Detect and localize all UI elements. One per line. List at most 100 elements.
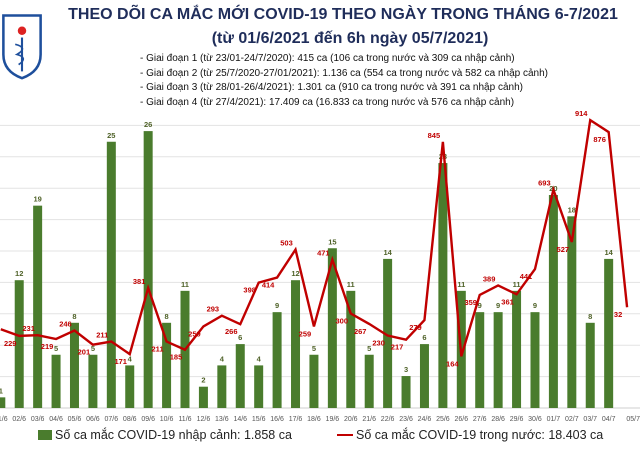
line-value-label: 267 [354, 327, 367, 336]
bar-value-label: 8 [72, 312, 76, 321]
x-tick-label: 21/6 [362, 416, 376, 423]
x-tick-label: 03/7 [583, 416, 597, 423]
x-tick-label: 16/6 [270, 416, 284, 423]
line-value-label: 171 [114, 357, 127, 366]
x-tick-label: 24/6 [418, 416, 432, 423]
bar-imported [438, 163, 448, 408]
note-phase-4: - Giai đoạn 4 (từ 27/4/2021): 17.409 ca … [140, 96, 515, 108]
bar-imported [327, 248, 337, 408]
legend-domestic-label: Số ca mắc COVID-19 trong nước: 18.403 ca [356, 428, 604, 442]
ministry-of-health-logo [2, 14, 42, 80]
x-tick-label: 22/6 [381, 416, 395, 423]
bar-value-label: 12 [291, 269, 299, 278]
bar-imported [364, 354, 374, 408]
x-tick-label: 27/6 [473, 416, 487, 423]
bar-value-label: 4 [128, 354, 133, 363]
bar-value-label: 23 [439, 152, 447, 161]
x-tick-label: 23/6 [399, 416, 413, 423]
bar-imported [217, 365, 227, 408]
line-value-label: 230 [372, 339, 385, 348]
line-value-label: 259 [299, 329, 312, 338]
line-value-label: 527 [557, 245, 570, 254]
phase-notes: - Giai đoạn 1 (từ 23/01-24/7/2020): 415 … [140, 52, 635, 110]
bar-value-label: 5 [54, 344, 58, 353]
x-tick-label: 11/6 [178, 416, 191, 423]
bar-imported [585, 322, 595, 408]
bar-imported [69, 322, 79, 408]
x-tick-label: 20/6 [344, 416, 358, 423]
x-tick-label: 06/6 [86, 416, 100, 423]
x-tick-label: 15/6 [252, 416, 266, 423]
bar-imported [401, 376, 411, 408]
bar-imported [14, 280, 24, 408]
bar-value-label: 9 [533, 301, 537, 310]
bar-value-label: 4 [257, 354, 262, 363]
line-value-label: 398 [243, 286, 256, 295]
legend-imported: Số ca mắc COVID-19 nhập cảnh: 1.858 ca [38, 428, 292, 442]
x-tick-label: 08/6 [123, 416, 137, 423]
line-value-label: 300 [336, 317, 349, 326]
chart-subtitle: (từ 01/6/2021 đến 6h ngày 05/7/2021) [211, 30, 489, 47]
bar-value-label: 8 [164, 312, 168, 321]
bar-imported [106, 141, 116, 408]
line-value-label: 876 [593, 135, 606, 144]
bar-value-label: 9 [478, 301, 482, 310]
bar-value-label: 18 [568, 205, 576, 214]
bar-imported [530, 312, 540, 408]
x-tick-label: 29/6 [510, 416, 524, 423]
line-value-label: 293 [207, 305, 220, 314]
line-value-label: 246 [59, 320, 72, 329]
legend-imported-label: Số ca mắc COVID-19 nhập cảnh: 1.858 ca [55, 428, 292, 442]
x-tick-label: 18/6 [307, 416, 321, 423]
bar-value-label: 11 [513, 280, 521, 289]
bar-value-label: 26 [144, 120, 152, 129]
line-value-label: 185 [170, 353, 183, 362]
line-value-label: 845 [428, 131, 441, 140]
legend-domestic: Số ca mắc COVID-19 trong nước: 18.403 ca [337, 428, 603, 442]
bar-value-label: 14 [604, 248, 613, 257]
bar-imported [125, 365, 135, 408]
bar-value-label: 15 [328, 237, 336, 246]
note-phase-1: - Giai đoạn 1 (từ 23/01-24/7/2020): 415 … [140, 53, 515, 64]
bar-imported [272, 312, 282, 408]
line-value-label: 693 [538, 179, 551, 188]
bar-value-label: 12 [15, 269, 23, 278]
bar-imported [254, 365, 264, 408]
x-tick-label: 17/6 [289, 416, 303, 423]
bar-imported [143, 131, 153, 408]
bar-value-label: 2 [201, 376, 205, 385]
bar-imported [383, 258, 393, 408]
x-tick-label: 02/7 [565, 416, 579, 423]
x-tick-label: 30/6 [528, 416, 542, 423]
x-tick-label: 01/7 [547, 416, 561, 423]
x-tick-label: 04/7 [602, 416, 616, 423]
bar-imported [548, 195, 558, 408]
bar-value-label: 3 [404, 365, 408, 374]
bar-value-label: 11 [347, 280, 355, 289]
line-value-label: 471 [317, 249, 330, 258]
x-tick-label: 14/6 [233, 416, 247, 423]
bar-imported [567, 216, 577, 408]
bar-imported [88, 354, 98, 408]
bar-value-label: 6 [238, 333, 242, 342]
legend-bar-swatch [38, 430, 52, 440]
bar-imported [309, 354, 319, 408]
bar-imported [346, 290, 356, 408]
bar-imported [419, 344, 429, 408]
bar-value-label: 9 [496, 301, 500, 310]
line-value-label: 359 [464, 298, 477, 307]
line-value-label: 32 [614, 310, 622, 319]
x-tick-label: 13/6 [215, 416, 229, 423]
bar-value-label: 11 [457, 280, 465, 289]
line-value-label: 503 [280, 239, 293, 248]
bar-imported [235, 344, 245, 408]
bar-imported [475, 312, 485, 408]
bar-imported [0, 397, 6, 408]
bar-value-label: 25 [107, 131, 115, 140]
x-tick-label: 25/6 [436, 416, 450, 423]
x-tick-label: 03/6 [31, 416, 45, 423]
line-value-label: 219 [41, 342, 54, 351]
x-tick-label: 28/6 [491, 416, 505, 423]
x-tick-label: 05/7 [626, 416, 640, 423]
